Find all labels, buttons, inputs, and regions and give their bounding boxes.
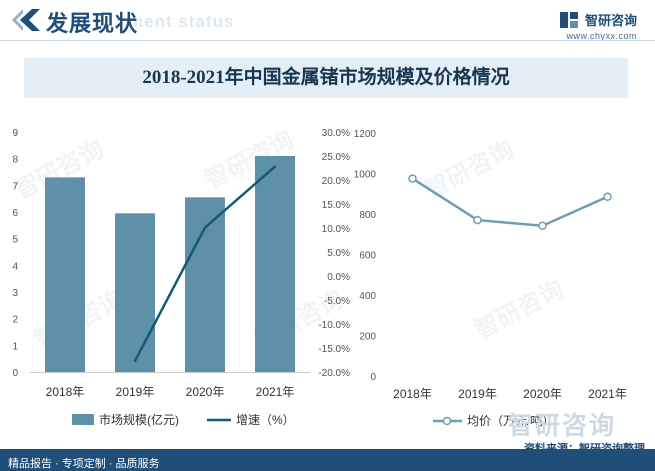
- y-right-tick-label: 20.0%: [322, 176, 350, 187]
- price-y-tick-label: 800: [359, 210, 376, 221]
- price-point: [408, 174, 417, 183]
- bar-market-size: [115, 213, 155, 372]
- y-right-tick-label: -5.0%: [324, 296, 350, 307]
- bar-market-size: [45, 177, 85, 372]
- y-left-tick-label: 0: [12, 368, 18, 379]
- bar-market-size: [185, 197, 225, 372]
- header-ghost-text: ment status: [128, 12, 235, 31]
- price-y-tick-label: 400: [359, 291, 376, 302]
- bar-market-size: [255, 156, 295, 372]
- price-x-tick-label: 2021年: [588, 387, 627, 401]
- price-x-tick-label: 2019年: [458, 387, 497, 401]
- x-tick-label: 2021年: [256, 385, 295, 399]
- y-right-tick-label: 5.0%: [327, 248, 350, 259]
- page-header: ment status 发展现状 智研咨询 www.chyxx.com: [0, 0, 655, 44]
- chart-title: 2018-2021年中国金属锗市场规模及价格情况: [142, 67, 510, 88]
- x-tick-label: 2020年: [186, 385, 225, 399]
- footer-ghost-brand: 智研咨询: [508, 412, 617, 440]
- legend-label-market-size: 市场规模(亿元): [99, 412, 179, 427]
- y-right-tick-label: -20.0%: [318, 368, 350, 379]
- y-left-tick-label: 7: [12, 181, 18, 192]
- y-right-tick-label: 15.0%: [322, 200, 350, 211]
- growth-rate-point: [203, 226, 207, 229]
- footer-slogan: 精品报告 · 专项定制 · 品质服务: [8, 458, 160, 470]
- brand: 智研咨询: [559, 10, 637, 29]
- y-right-tick-label: 10.0%: [322, 224, 350, 235]
- y-right-tick-label: 30.0%: [322, 128, 350, 139]
- section-title: 发展现状: [46, 11, 139, 36]
- price-y-tick-label: 1000: [354, 170, 377, 181]
- brand-url: www.chyxx.com: [566, 31, 637, 41]
- y-right-tick-label: -10.0%: [318, 320, 350, 331]
- price-x-tick-label: 2018年: [393, 387, 432, 401]
- x-tick-label: 2019年: [116, 385, 155, 399]
- brand-logo-icon: [559, 11, 578, 28]
- price-point: [603, 192, 612, 202]
- legend-label-price: 均价（万元/吨）: [467, 414, 554, 428]
- growth-rate-point: [273, 165, 277, 168]
- legend-marker-price: [442, 416, 452, 426]
- price-point: [538, 221, 547, 230]
- price-y-tick-label: 600: [359, 251, 376, 262]
- chart-title-bar: 2018-2021年中国金属锗市场规模及价格情况: [24, 58, 628, 98]
- footer-bar: [0, 449, 655, 471]
- price-y-tick-label: 0: [370, 372, 376, 383]
- legend-label-growth: 增速（%）: [236, 413, 295, 427]
- header-divider: [0, 40, 655, 41]
- price-y-tick-label: 200: [359, 332, 376, 343]
- growth-rate-point: [133, 359, 137, 363]
- y-left-tick-label: 2: [12, 315, 18, 326]
- price-point: [473, 215, 482, 225]
- y-right-tick-label: -15.0%: [318, 344, 350, 355]
- brand-name: 智研咨询: [584, 13, 637, 28]
- y-left-tick-label: 4: [12, 261, 18, 272]
- price-x-tick-label: 2020年: [523, 387, 562, 401]
- x-tick-label: 2018年: [46, 385, 85, 399]
- price-y-tick-label: 1200: [354, 129, 377, 140]
- y-left-tick-label: 3: [12, 288, 18, 299]
- y-right-tick-label: 25.0%: [322, 152, 350, 163]
- y-left-tick-label: 6: [12, 208, 18, 219]
- legend-swatch-market-size: [72, 414, 94, 425]
- double-chevron-icon: [12, 9, 40, 31]
- y-left-tick-label: 5: [12, 235, 18, 246]
- y-right-tick-label: 0.0%: [327, 272, 350, 283]
- y-left-tick-label: 9: [12, 128, 18, 139]
- y-left-tick-label: 1: [12, 341, 18, 352]
- price-line: [411, 177, 609, 228]
- y-left-tick-label: 8: [12, 155, 18, 166]
